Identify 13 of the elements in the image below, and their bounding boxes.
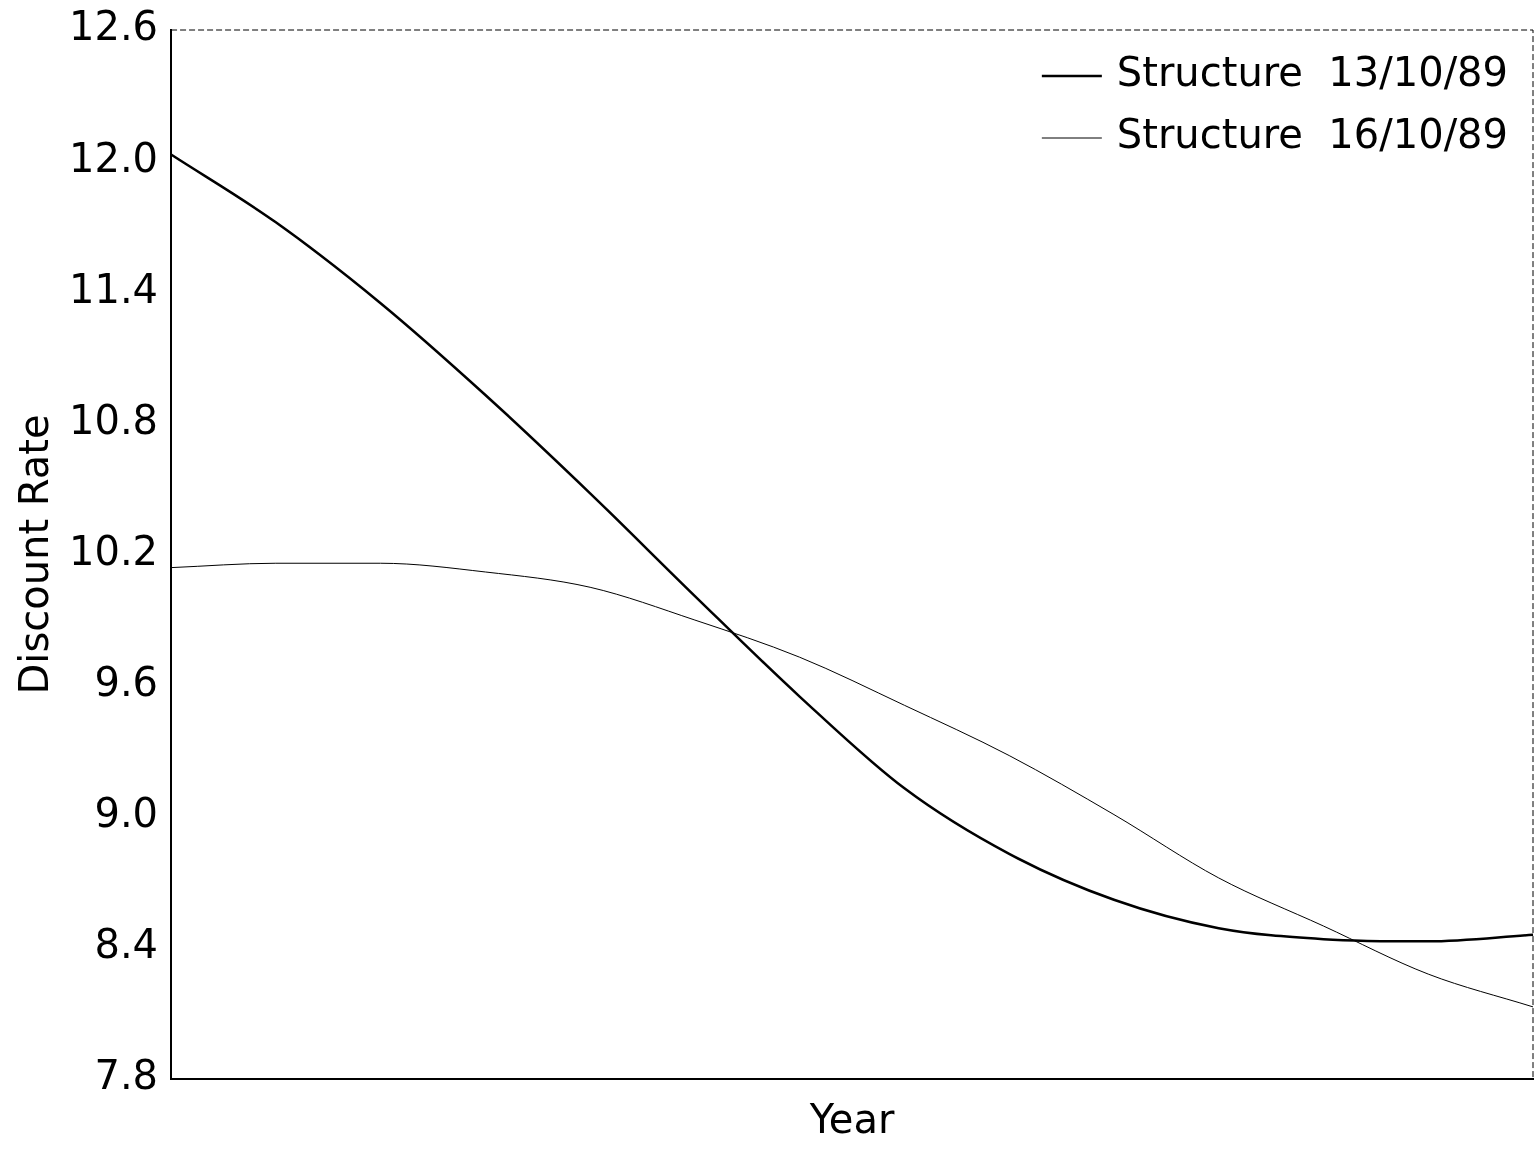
y-tick-label: 9.0 (94, 790, 159, 837)
y-tick-label: 8.4 (94, 921, 159, 968)
legend-label: Structure 16/10/89 (1116, 111, 1508, 158)
y-tick-label: 10.8 (69, 396, 159, 443)
y-tick-label: 10.2 (69, 527, 159, 574)
y-tick-label: 9.6 (94, 659, 159, 706)
legend-label: Structure 13/10/89 (1116, 49, 1508, 96)
y-tick-label: 7.8 (94, 1052, 159, 1099)
y-tick-label: 11.4 (69, 265, 159, 312)
y-axis-title: Discount Rate (11, 414, 58, 695)
y-tick-label: 12.0 (69, 134, 159, 181)
x-axis-title: Year (808, 1096, 895, 1143)
y-tick-label: 12.6 (69, 3, 159, 50)
